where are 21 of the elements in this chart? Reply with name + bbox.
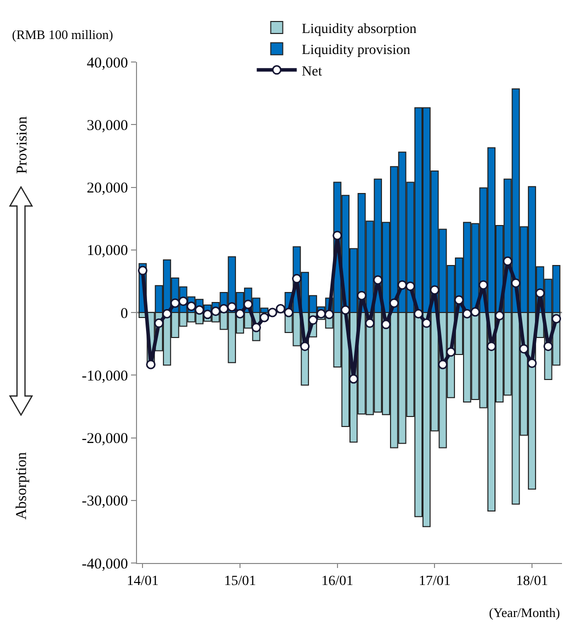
x-tick-label: 16/01 xyxy=(321,574,354,589)
x-tick-label: 17/01 xyxy=(418,574,451,589)
y-tick-label: -20,000 xyxy=(82,431,128,447)
y-tick-label: -30,000 xyxy=(82,494,128,510)
y-tick-label: 30,000 xyxy=(86,118,128,134)
y-tick-label: -10,000 xyxy=(82,368,128,384)
x-tick-label: 18/01 xyxy=(516,574,548,589)
x-tick-label: 15/01 xyxy=(224,574,256,589)
x-tick-label: 14/01 xyxy=(126,574,159,589)
legend-label: Liquidity absorption xyxy=(302,22,416,37)
y-tick-label: 20,000 xyxy=(86,180,128,196)
y-tick-label: -40,000 xyxy=(82,556,128,572)
x-axis-title: (Year/Month) xyxy=(489,605,560,620)
legend-label: Liquidity provision xyxy=(302,43,410,58)
y-axis-title: (RMB 100 million) xyxy=(12,27,114,42)
text: Provision xyxy=(14,116,31,174)
legend-label: Net xyxy=(302,64,322,80)
text: Absorption xyxy=(14,452,30,520)
y-tick-label: 10,000 xyxy=(86,243,128,260)
y-tick-label: 40,000 xyxy=(86,55,128,72)
y-tick-label: 0 xyxy=(120,306,128,322)
